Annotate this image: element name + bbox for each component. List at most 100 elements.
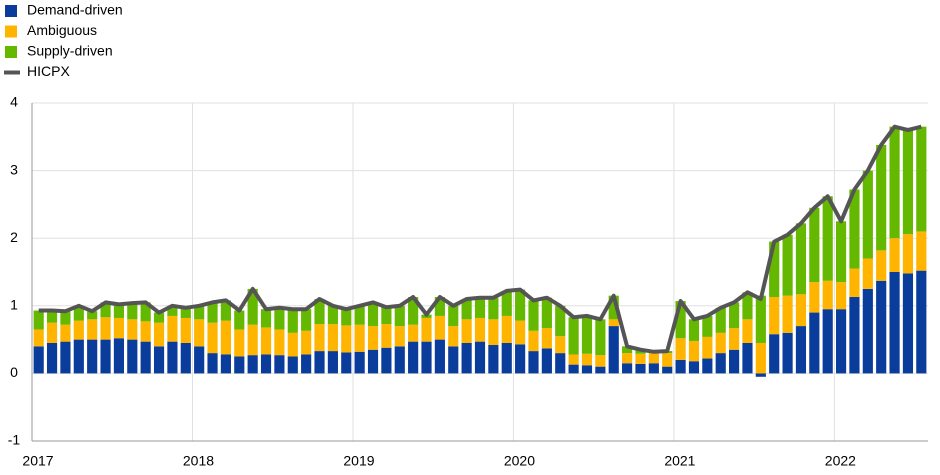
bar [247, 355, 258, 374]
bar [729, 302, 740, 329]
bar [60, 324, 71, 342]
bar [260, 327, 272, 355]
legend-swatch [5, 5, 17, 17]
bar [635, 349, 646, 354]
bar [515, 344, 526, 374]
bar [127, 303, 138, 320]
bar [849, 189, 860, 269]
bar [742, 292, 753, 320]
bar [287, 332, 298, 357]
bar [341, 352, 352, 374]
bar [167, 305, 178, 316]
bar [220, 354, 231, 374]
bar [367, 326, 379, 350]
bar [662, 366, 673, 374]
bar [902, 130, 914, 235]
bar [715, 353, 726, 374]
bar [528, 300, 539, 331]
bar [515, 320, 526, 345]
bar [795, 223, 807, 295]
bar [822, 280, 833, 310]
bar [622, 353, 633, 364]
bar [782, 234, 793, 296]
bar [702, 336, 713, 359]
bar [688, 340, 700, 362]
bar [755, 295, 766, 343]
bar [314, 299, 325, 325]
bar [60, 341, 71, 374]
x-tick-label: 2018 [183, 453, 214, 469]
bar [501, 290, 512, 316]
bar [327, 324, 338, 352]
y-tick-label: -1 [8, 432, 21, 448]
bar [153, 322, 165, 347]
bar [354, 351, 365, 374]
bar [354, 324, 365, 352]
bar [461, 299, 472, 320]
bar [876, 144, 887, 251]
bar [434, 315, 445, 340]
bar [568, 317, 579, 355]
bar [448, 346, 459, 374]
bar [755, 342, 766, 374]
bar [367, 349, 379, 374]
bar [889, 272, 900, 374]
y-tick-label: 1 [10, 297, 18, 313]
bar [835, 221, 847, 283]
bar [394, 326, 405, 347]
bar [234, 310, 245, 330]
bar [568, 354, 579, 365]
bar [301, 309, 312, 331]
bar [301, 330, 312, 355]
y-tick-label: 3 [10, 161, 18, 177]
x-tick-label: 2020 [504, 453, 535, 469]
bar [769, 241, 780, 298]
bar [327, 351, 338, 374]
bar [314, 351, 325, 374]
bar [662, 353, 673, 367]
bar [381, 324, 392, 348]
bar [515, 289, 526, 321]
bar [648, 353, 659, 364]
bar [729, 349, 740, 374]
bar [702, 358, 713, 374]
bar [782, 332, 793, 374]
bar [113, 304, 125, 318]
bar [127, 339, 138, 374]
bar [568, 364, 579, 374]
bar [194, 319, 205, 347]
bar [581, 365, 593, 374]
bar [247, 288, 258, 325]
bar [33, 329, 44, 347]
bar [541, 348, 552, 374]
bar [207, 322, 218, 354]
bar [688, 361, 700, 374]
legend-swatch [5, 46, 17, 58]
legend-label: Ambiguous [27, 22, 97, 38]
bar [541, 328, 552, 349]
bar [902, 273, 914, 374]
bar [715, 332, 726, 354]
bar [822, 196, 833, 281]
bar [73, 339, 84, 374]
bar [501, 342, 512, 374]
bar [675, 301, 686, 339]
bar [688, 319, 700, 341]
bar [809, 207, 820, 283]
bar [849, 297, 860, 374]
bar [742, 319, 753, 343]
bar [795, 326, 807, 374]
bar [622, 346, 633, 354]
legend-label: HICPX [27, 63, 70, 79]
bar [354, 305, 365, 325]
bar [73, 320, 84, 340]
bar [167, 341, 178, 374]
bar [301, 354, 312, 374]
bar [33, 346, 44, 374]
bar [100, 302, 111, 318]
bar [408, 297, 419, 325]
bar [434, 339, 445, 374]
bar [167, 315, 178, 342]
bar [220, 320, 231, 355]
bar [461, 342, 472, 374]
